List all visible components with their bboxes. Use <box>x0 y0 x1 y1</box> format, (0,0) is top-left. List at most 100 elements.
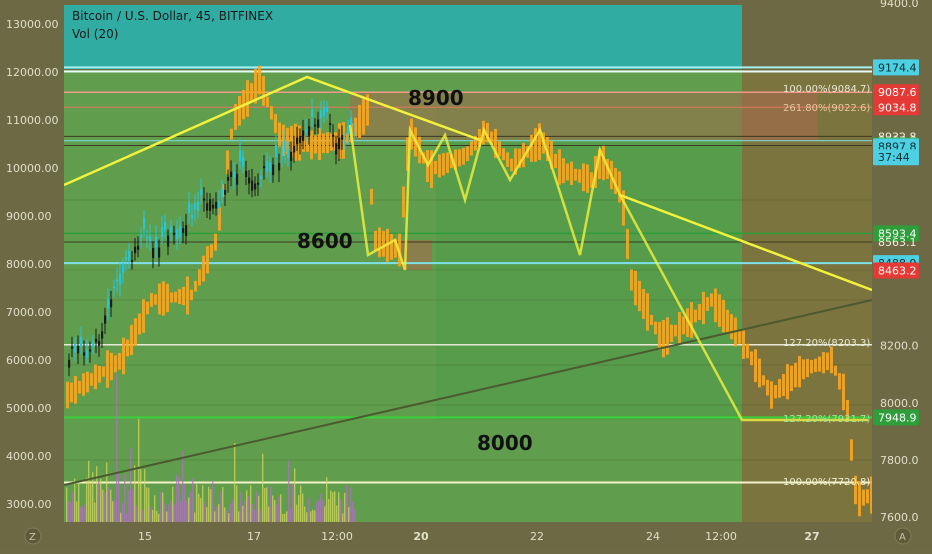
candle-body <box>293 145 296 153</box>
volume-bar <box>316 501 318 522</box>
volume-bar <box>250 485 252 522</box>
candle-body <box>83 352 86 356</box>
overlay-bar <box>826 352 829 371</box>
volume-bar <box>348 507 350 522</box>
overlay-bar <box>382 231 385 257</box>
candle-body <box>341 134 344 140</box>
volume-bar <box>194 512 196 522</box>
volume-bar <box>292 484 294 522</box>
overlay-bar <box>142 299 145 333</box>
candle-body <box>296 137 299 145</box>
candle-body <box>140 234 143 238</box>
candle-body <box>329 122 332 125</box>
volume-bar <box>180 501 182 522</box>
overlay-bar <box>378 227 381 258</box>
overlay-bar <box>210 244 213 258</box>
volume-bar <box>114 499 116 522</box>
candle-body <box>224 189 227 195</box>
x-axis-tick-label: 17 <box>247 530 261 543</box>
overlay-bar <box>82 373 85 396</box>
candle-body <box>284 140 287 153</box>
overlay-bar <box>546 136 549 162</box>
volume-bar <box>266 487 268 522</box>
candle-body <box>263 166 266 169</box>
overlay-bar <box>766 379 769 396</box>
right-axis-tick-label: 7600.0 <box>880 511 919 524</box>
candle-body <box>74 344 77 353</box>
volume-bar <box>352 501 354 522</box>
price-label: 9034.8 <box>878 101 917 114</box>
auto-scale-icon: A <box>899 532 906 543</box>
price-label-box <box>873 409 919 426</box>
overlay-bar <box>66 381 69 409</box>
teal-zone <box>64 5 742 69</box>
candle-body <box>269 162 272 172</box>
overlay-bar <box>642 289 645 319</box>
overlay-bar <box>314 135 317 154</box>
overlay-bar <box>126 339 129 357</box>
overlay-bar <box>466 146 469 162</box>
right-axis-tick-label: 8000.0 <box>880 397 919 410</box>
candle-body <box>134 246 137 254</box>
auto-scale-button[interactable] <box>894 527 912 545</box>
candle-body <box>308 126 311 136</box>
candle-body <box>86 350 89 358</box>
overlay-bar <box>554 153 557 169</box>
zoom-button[interactable] <box>24 527 42 545</box>
overlay-bar <box>366 94 369 126</box>
volume-bar <box>260 509 262 522</box>
volume-bar <box>344 492 346 522</box>
left-axis-tick-label: 9000.00 <box>6 210 52 223</box>
overlay-bar <box>282 124 285 156</box>
x-axis-tick-label: 24 <box>646 530 660 543</box>
candle-body <box>128 250 131 261</box>
volume-bar <box>354 508 356 522</box>
candle-body <box>212 204 215 209</box>
volume-bar <box>342 513 344 522</box>
annotation-8000: 8000 <box>477 431 533 455</box>
candle-body <box>248 177 251 184</box>
candle-body <box>143 217 146 229</box>
overlay-bar <box>190 289 193 301</box>
volume-bar <box>76 501 78 522</box>
volume-bar <box>192 478 194 522</box>
volume-bar <box>328 499 330 522</box>
volume-bar <box>304 506 306 522</box>
overlay-bar <box>406 137 409 171</box>
overlay-bar <box>814 358 817 372</box>
overlay-bar <box>318 127 321 161</box>
volume-bar <box>272 495 274 522</box>
price-label-box <box>873 99 919 116</box>
overlay-bar <box>234 104 237 130</box>
volume-bar <box>300 485 302 522</box>
price-label: 8563.1 <box>878 236 917 249</box>
candle-body <box>260 175 263 180</box>
overlay-bar <box>710 293 713 307</box>
volume-bar <box>80 506 82 522</box>
overlay-bar <box>522 142 525 168</box>
left-axis-tick-label: 7000.00 <box>6 306 52 319</box>
overlay-bar <box>266 96 269 108</box>
volume-bar <box>156 510 158 522</box>
overlay-bar <box>454 149 457 170</box>
overlay-bar <box>498 141 501 157</box>
overlay-bar <box>834 365 837 376</box>
volume-bar <box>306 512 308 522</box>
overlay-bar <box>390 234 393 260</box>
volume-bar <box>282 513 284 522</box>
volume-bar <box>338 492 340 522</box>
volume-bar <box>86 477 88 522</box>
volume-bar <box>322 500 324 522</box>
overlay-bar <box>490 131 493 145</box>
volume-bar <box>120 512 122 522</box>
overlay-bar <box>358 104 361 139</box>
candle-body <box>161 227 164 237</box>
candle-body <box>302 130 305 141</box>
overlay-bar <box>626 228 629 260</box>
volume-bar <box>74 478 76 522</box>
volume-bar <box>168 504 170 522</box>
overlay-bar <box>178 288 181 305</box>
volume-bar <box>92 472 94 522</box>
